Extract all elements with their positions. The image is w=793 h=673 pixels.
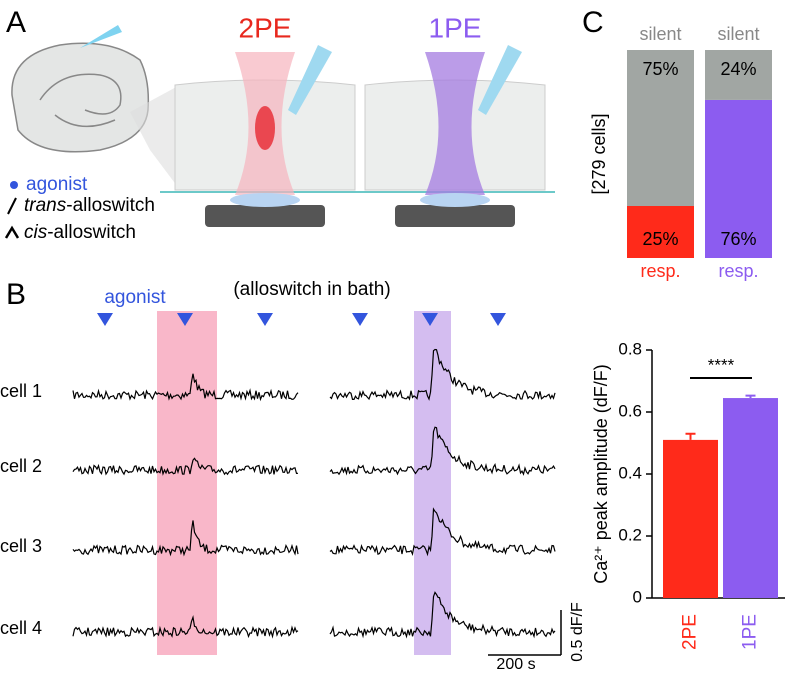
scale-label: 0.5 dF/F — [569, 602, 586, 662]
slabs — [160, 45, 555, 227]
bar — [663, 439, 718, 598]
condition-label: (alloswitch in bath) — [233, 279, 390, 300]
agonist-label: agonist — [104, 287, 166, 308]
x-tick-label: 2PE — [680, 614, 701, 650]
y-tick-label: 0 — [633, 587, 642, 606]
agonist-triangles — [97, 313, 506, 326]
significance-label: **** — [708, 355, 735, 374]
y-tick-label: 0.2 — [618, 525, 642, 544]
bar — [723, 398, 778, 598]
panel-label: B — [6, 278, 26, 311]
value-label: 24% — [720, 59, 756, 79]
cell-label: cell 4 — [0, 618, 42, 638]
segment-name: silent — [639, 24, 681, 44]
legend-italic: cis — [24, 222, 48, 243]
segment-name: silent — [717, 24, 759, 44]
y-tick-label: 0.8 — [618, 339, 642, 358]
error-bar — [745, 394, 756, 399]
error-bar — [685, 432, 696, 440]
value-label: 75% — [642, 59, 678, 79]
bar-segment — [627, 206, 694, 258]
brain-slice — [11, 42, 150, 153]
trace — [329, 591, 556, 639]
trace — [329, 426, 556, 476]
segment-name: resp. — [718, 261, 758, 281]
light-window — [157, 311, 217, 655]
trace — [72, 520, 299, 557]
legend-text: trans-alloswitch — [24, 195, 155, 216]
trace — [329, 348, 556, 401]
traces: cell 1 cell 2 cell 3 cell 4 — [0, 348, 556, 639]
cell-label: cell 1 — [0, 381, 42, 401]
legend-text: cis-alloswitch — [24, 222, 136, 243]
legend-text: -alloswitch — [47, 222, 136, 243]
agonist-marker — [10, 181, 18, 189]
cell-label: cell 3 — [0, 536, 42, 556]
charts: [279 cells] 25% resp. 75% silent 76% resp. 24% s… — [589, 24, 785, 650]
pipette — [80, 25, 122, 48]
segment-name: resp. — [640, 261, 680, 281]
trace — [329, 507, 556, 557]
zoom-wedge — [130, 85, 180, 190]
panel-label: C — [582, 6, 604, 39]
y-label: [279 cells] — [589, 113, 609, 194]
condition-title: 1PE — [429, 12, 482, 43]
cell-label: cell 2 — [0, 456, 42, 476]
value-label: 76% — [720, 229, 756, 249]
legend-text: agonist — [26, 174, 88, 195]
cis-marker — [4, 225, 20, 239]
condition-title: 2PE — [239, 12, 292, 43]
bar-segment — [627, 50, 694, 206]
scale-label: 200 s — [496, 656, 535, 673]
y-label: Ca²⁺ peak amplitude (dF/F) — [591, 364, 611, 584]
value-label: 25% — [642, 229, 678, 249]
y-tick-label: 0.4 — [618, 463, 642, 482]
panel-label: A — [6, 6, 26, 39]
bar-segment — [705, 50, 772, 100]
trace — [72, 614, 299, 639]
trace — [72, 373, 299, 402]
legend-italic: trans — [24, 195, 67, 216]
legend-text: -alloswitch — [66, 195, 155, 216]
bar-segment — [705, 99, 772, 258]
trace — [72, 457, 299, 476]
x-tick-label: 1PE — [740, 614, 761, 650]
y-tick-label: 0.6 — [618, 401, 642, 420]
trans-marker — [7, 197, 17, 215]
